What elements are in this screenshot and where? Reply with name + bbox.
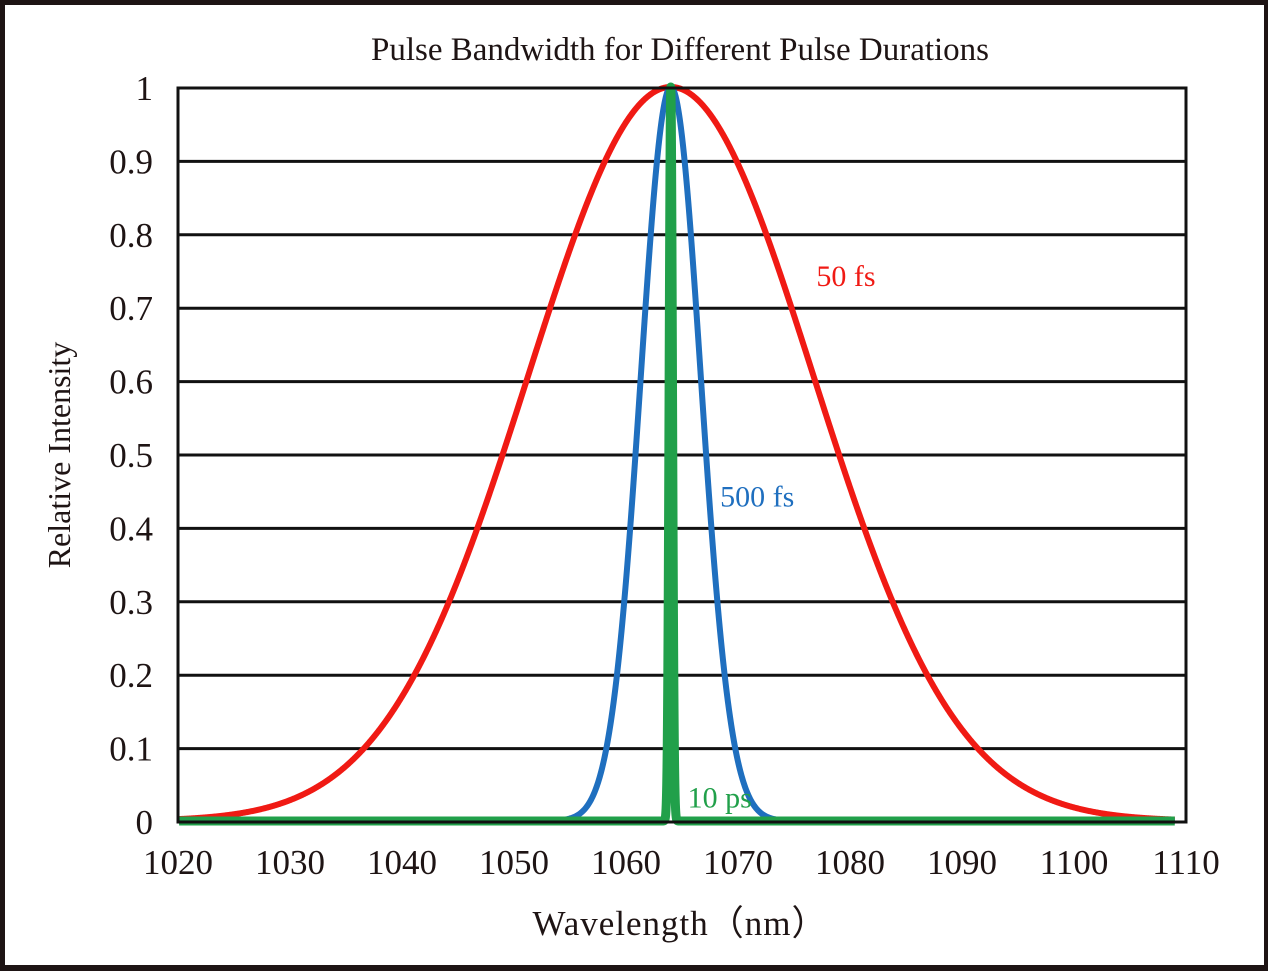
y-axis-label: Relative Intensity: [41, 342, 77, 569]
y-tick-label: 0.6: [109, 363, 153, 402]
plot-border: [176, 86, 1188, 824]
series-labels: 50 fs 500 fs 10 ps: [688, 260, 876, 814]
x-tick-label: 1080: [815, 843, 885, 882]
x-tick-label: 1070: [703, 843, 773, 882]
y-tick-label: 0.2: [109, 656, 153, 695]
y-tick-label: 1: [136, 69, 154, 108]
x-tick-label: 1090: [927, 843, 997, 882]
x-tick-label: 1100: [1040, 843, 1109, 882]
y-tick-label: 0.7: [109, 289, 153, 328]
y-tick-label: 0: [136, 803, 154, 842]
chart-title: Pulse Bandwidth for Different Pulse Dura…: [371, 32, 989, 68]
series-label-500-fs: 500 fs: [720, 480, 794, 513]
y-tick-label: 0.1: [109, 730, 153, 769]
x-tick-label: 1030: [255, 843, 325, 882]
x-tick-label: 1040: [367, 843, 437, 882]
x-tick-label: 1050: [479, 843, 549, 882]
x-tick-label: 1060: [591, 843, 661, 882]
y-tick-label: 0.4: [109, 509, 153, 548]
y-tick-label: 0.3: [109, 583, 153, 622]
y-tick-label: 0.9: [109, 142, 153, 181]
y-tick-label: 0.8: [109, 216, 153, 255]
x-tick-label: 1110: [1152, 843, 1219, 882]
gridlines: [178, 159, 1186, 751]
x-tick-labels: 1020 1030 1040 1050 1060 1070 1080 1090 1100 1110: [143, 843, 1220, 882]
y-tick-label: 0.5: [109, 436, 153, 475]
y-tick-labels: 0 0.1 0.2 0.3 0.4 0.5 0.6 0.7 0.8 0.9 1: [109, 69, 153, 842]
x-axis-label: Wavelength（nm）: [532, 904, 827, 943]
series-label-50-fs: 50 fs: [816, 260, 875, 293]
x-tick-label: 1020: [143, 843, 213, 882]
series-label-10-ps: 10 ps: [688, 781, 752, 814]
